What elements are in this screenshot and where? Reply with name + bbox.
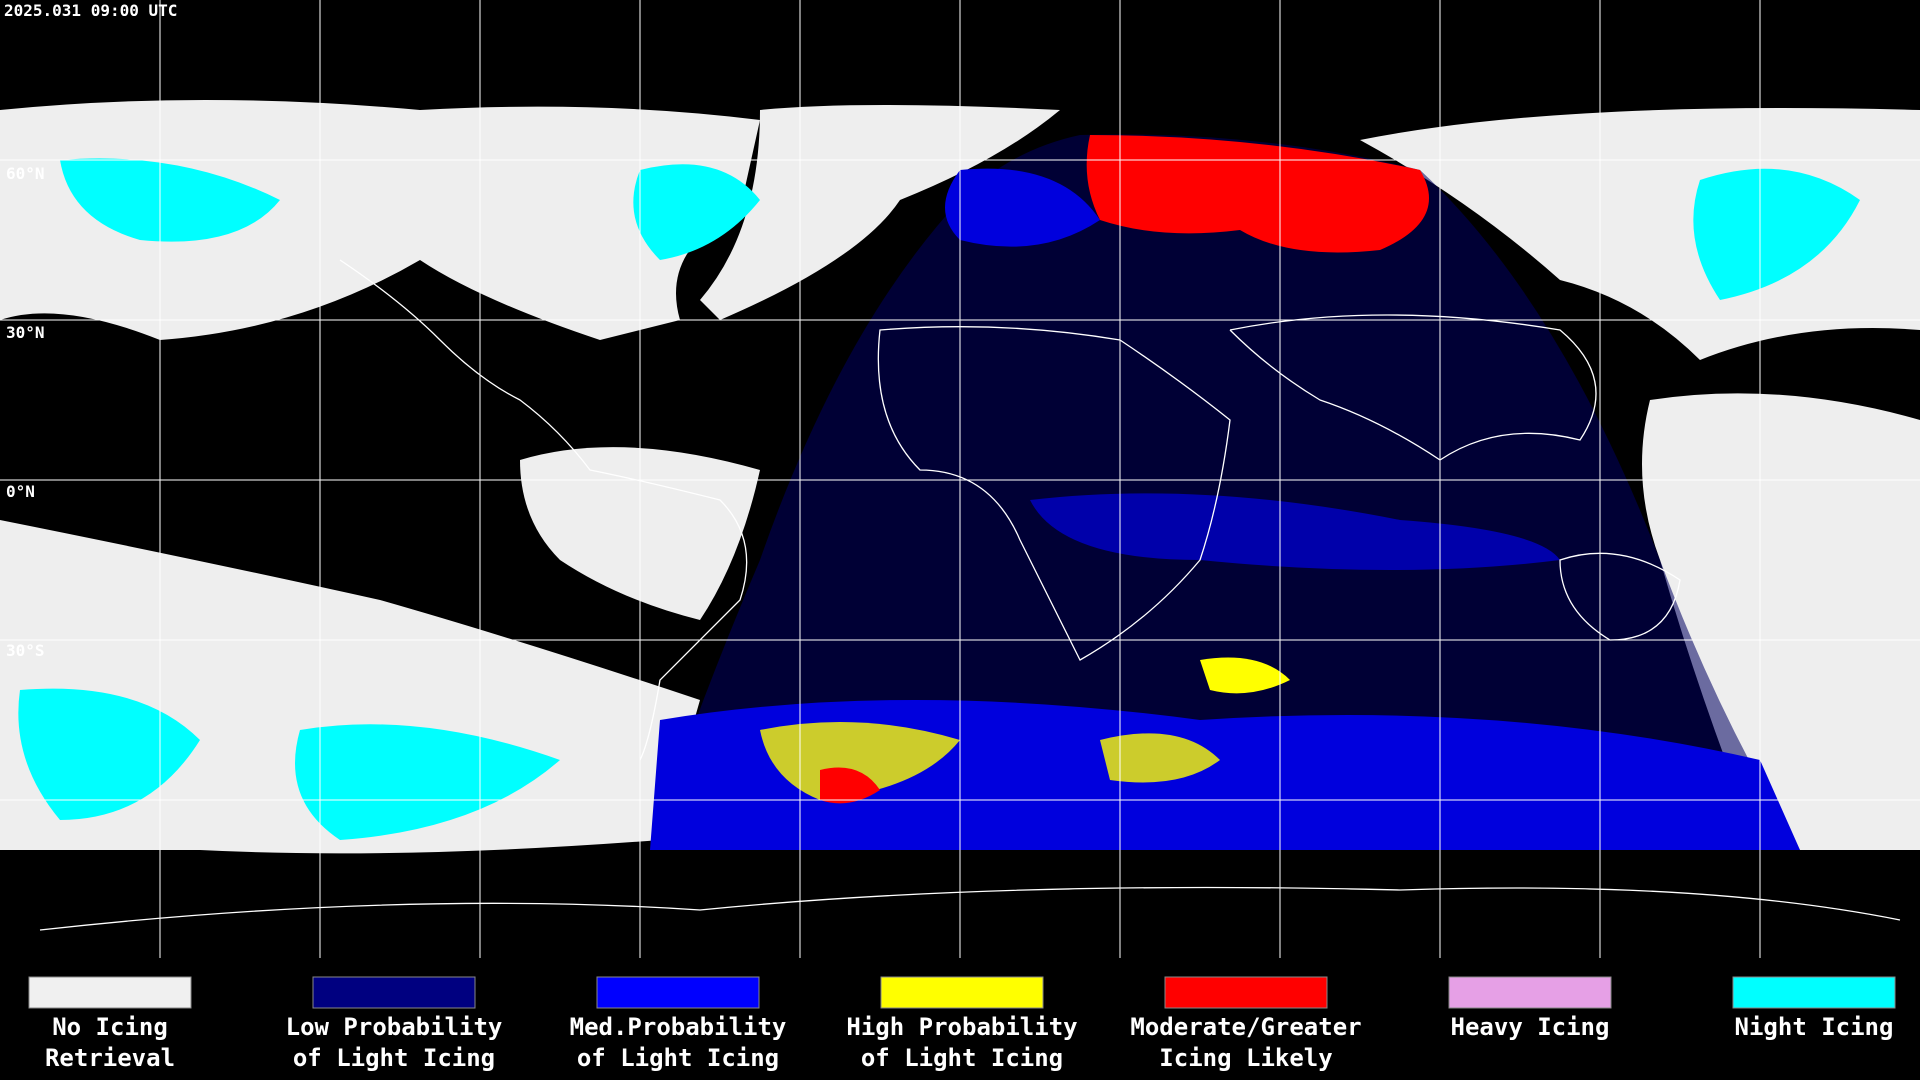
- coastline: [1559, 552, 1681, 641]
- high-icing-region: [1100, 733, 1220, 783]
- graticule: [0, 0, 1920, 958]
- cloud-region: [700, 105, 1060, 320]
- moderate-icing-region: [1086, 135, 1429, 253]
- timestamp: 2025.031 09:00 UTC: [4, 1, 177, 20]
- legend-label: High Probability: [846, 1013, 1077, 1041]
- legend-swatch: [596, 976, 760, 1009]
- med-icing-region: [945, 168, 1100, 247]
- legend-label: Moderate/Greater: [1130, 1013, 1361, 1041]
- legend-label: Night Icing: [1735, 1013, 1894, 1041]
- latitude-label: 0°N: [6, 482, 35, 501]
- legend-label: Icing Likely: [1159, 1044, 1332, 1072]
- cloud-region: [1642, 393, 1920, 850]
- latitude-label: 30°N: [6, 323, 45, 342]
- legend-label: of Light Icing: [861, 1044, 1063, 1072]
- legend-label: of Light Icing: [293, 1044, 495, 1072]
- night-icing-region: [1693, 168, 1860, 300]
- high-icing-region: [1200, 657, 1290, 694]
- legend-label: Heavy Icing: [1451, 1013, 1610, 1041]
- daylight-disk: [650, 134, 1800, 850]
- night-icing-region: [295, 724, 560, 840]
- latitude-label: 30°S: [6, 641, 45, 660]
- coastline: [1229, 314, 1597, 461]
- legend: No Icing Retrieval Low Probability of Light…: [28, 976, 1896, 1072]
- high-icing-region: [760, 722, 960, 800]
- legend-label: of Light Icing: [577, 1044, 779, 1072]
- legend-swatch: [312, 976, 476, 1009]
- night-icing-region: [60, 158, 280, 242]
- night-icing-region: [633, 164, 760, 260]
- moderate-icing-region: [820, 767, 880, 804]
- satellite-imagery: [0, 100, 1920, 854]
- legend-swatch: [880, 976, 1044, 1009]
- legend-label: Retrieval: [45, 1044, 175, 1072]
- coastlines: [39, 259, 1901, 931]
- legend-swatch: [28, 976, 192, 1009]
- latitude-label: 60°N: [6, 164, 45, 183]
- coastline: [39, 886, 1901, 931]
- legend-swatch: [1164, 976, 1328, 1009]
- legend-label: Low Probability: [286, 1013, 503, 1041]
- legend-swatch: [1448, 976, 1612, 1009]
- legend-label: Med.Probability: [570, 1013, 787, 1041]
- night-icing-region: [18, 688, 200, 820]
- latitude-labels: 60°N 30°N 0°N 30°S: [6, 164, 45, 660]
- coastline: [339, 259, 748, 761]
- legend-label: No Icing: [52, 1013, 168, 1041]
- legend-swatch: [1732, 976, 1896, 1009]
- low-icing-region: [1030, 493, 1560, 570]
